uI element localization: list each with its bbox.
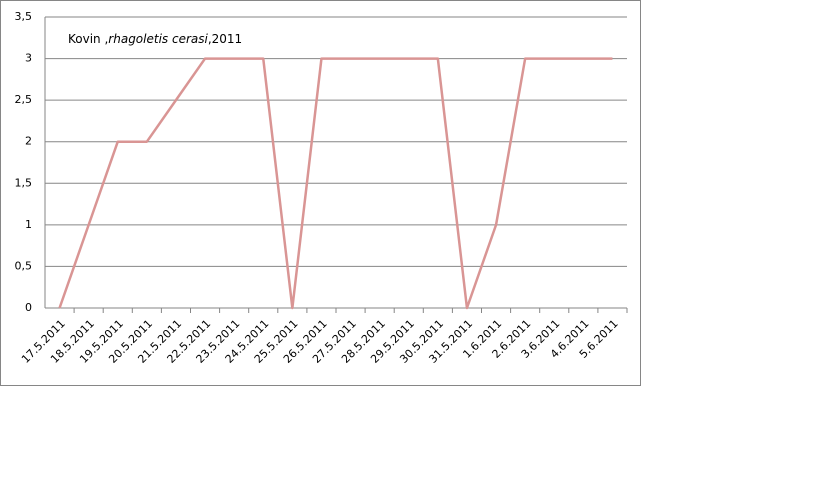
title-part: rhagoletis cerasi	[108, 32, 208, 46]
data-line	[58, 57, 613, 310]
y-tick-label: 2	[25, 135, 32, 148]
y-tick-label: 1	[25, 218, 32, 231]
chart-title: Kovin ,rhagoletis cerasi,2011	[68, 32, 242, 46]
y-tick-label: 1,5	[15, 176, 33, 189]
title-part: Kovin ,	[68, 32, 108, 46]
y-tick-label: 3,5	[15, 10, 33, 23]
y-tick-label: 2,5	[15, 93, 33, 106]
y-tick-label: 3	[25, 52, 32, 65]
y-tick-label: 0,5	[15, 259, 33, 272]
y-tick-label: 0	[25, 301, 32, 314]
title-part: ,2011	[208, 32, 242, 46]
